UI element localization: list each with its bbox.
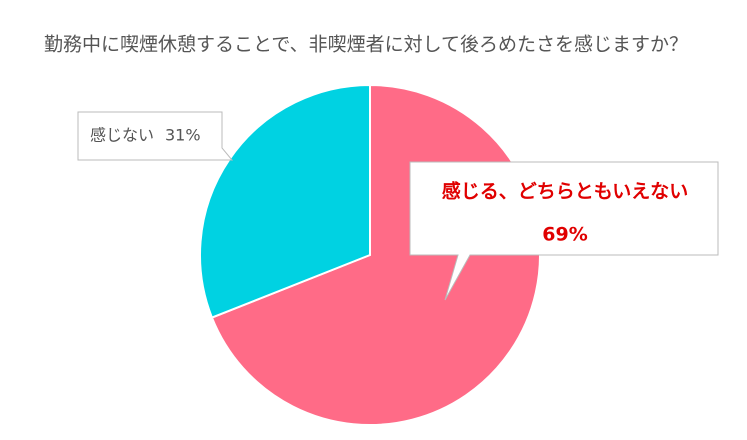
value-label: 31% [165, 126, 201, 145]
slice-label: 感じない [90, 126, 154, 145]
value-label: 69% [542, 224, 587, 246]
callout-box [409, 161, 719, 301]
slice-label: 感じる、どちらともいえない [442, 180, 689, 203]
chart-title: 勤務中に喫煙休憩することで、非喫煙者に対して後ろめたさを感じますか？ [44, 34, 688, 56]
callout-box [77, 111, 234, 161]
